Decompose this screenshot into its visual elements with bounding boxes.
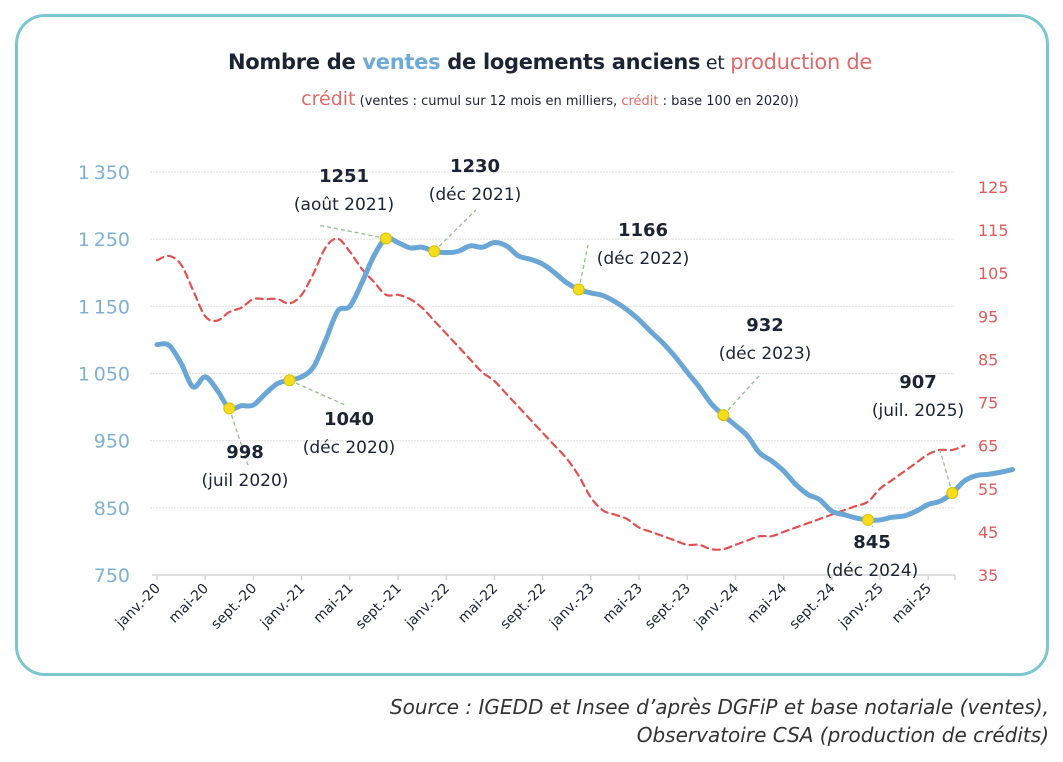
subtitle-part: crédit bbox=[301, 88, 356, 110]
annotation-value: 1230 bbox=[450, 156, 500, 177]
right-tick-label: 125 bbox=[978, 178, 1009, 197]
x-tick-label: sept.-22 bbox=[497, 581, 549, 633]
source-line-1: Source : IGEDD et Insee d’après DGFiP et… bbox=[389, 695, 1049, 719]
annotation-marker bbox=[428, 245, 441, 258]
annotation-marker bbox=[717, 409, 730, 422]
annotation-date: (déc 2021) bbox=[429, 185, 522, 205]
x-tick-label: janv.-22 bbox=[402, 581, 454, 633]
annotation-leader bbox=[228, 408, 249, 466]
x-tick-label: sept.-21 bbox=[353, 581, 405, 633]
x-tick-label: sept.-20 bbox=[208, 581, 260, 633]
annotation-value: 845 bbox=[853, 532, 891, 553]
title-part: Nombre de bbox=[227, 50, 363, 74]
annotation-leader bbox=[939, 449, 953, 494]
left-tick-label: 950 bbox=[94, 431, 130, 453]
source-line-2: Observatoire CSA (production de crédits) bbox=[636, 723, 1049, 747]
annotation-value: 907 bbox=[899, 372, 937, 393]
annotation-value: 932 bbox=[746, 315, 784, 336]
annotation-marker bbox=[223, 402, 236, 415]
left-y-axis: 750 850 950 1 050 1 150 1 250 1 350 bbox=[78, 162, 130, 587]
x-tick-label: sept.-23 bbox=[642, 581, 694, 633]
annotation-marker bbox=[283, 374, 296, 387]
subtitle-part: : base 100 en 2020)) bbox=[658, 94, 799, 109]
left-tick-label: 1 050 bbox=[78, 364, 130, 386]
right-tick-label: 55 bbox=[978, 480, 998, 499]
title-part: et bbox=[700, 52, 731, 74]
right-tick-label: 75 bbox=[978, 394, 998, 413]
right-tick-label: 45 bbox=[978, 523, 998, 542]
annotation-marker bbox=[946, 487, 959, 500]
right-tick-label: 105 bbox=[978, 264, 1009, 283]
annotation-leader bbox=[317, 224, 387, 240]
annotation-date: (déc 2024) bbox=[826, 561, 919, 581]
left-tick-label: 850 bbox=[94, 498, 130, 520]
source-note: Source : IGEDD et Insee d’après DGFiP et… bbox=[390, 693, 1049, 749]
x-tick-label: mai-20 bbox=[166, 581, 212, 627]
grid-lines bbox=[150, 171, 955, 509]
left-tick-label: 1 250 bbox=[78, 229, 130, 251]
series-line-credit bbox=[155, 237, 966, 551]
x-tick-label: janv.-21 bbox=[257, 581, 309, 633]
subtitle-part: (ventes : cumul sur 12 mois en milliers, bbox=[355, 94, 622, 109]
x-tick-label: janv.-24 bbox=[691, 580, 743, 632]
annotation-marker bbox=[861, 513, 874, 526]
title-part: ventes bbox=[362, 50, 441, 74]
left-tick-label: 1 350 bbox=[78, 162, 130, 184]
annotation-marker bbox=[572, 283, 585, 296]
annotation-date: (juil 2020) bbox=[202, 471, 289, 491]
right-tick-label: 115 bbox=[978, 221, 1009, 240]
annotation-date: (déc 2023) bbox=[719, 344, 812, 364]
annotation-leader bbox=[433, 209, 477, 252]
chart-svg: 750 850 950 1 050 1 150 1 250 1 350 35 45 55 65 75… bbox=[78, 156, 1016, 633]
x-tick-label: mai-22 bbox=[455, 581, 501, 627]
title-part: production de bbox=[730, 50, 872, 74]
right-tick-label: 95 bbox=[978, 307, 998, 326]
annotation-value: 1040 bbox=[324, 409, 374, 430]
annotation-date: (déc 2020) bbox=[303, 438, 396, 458]
chart-title: Nombre de ventes de logements anciens et… bbox=[0, 50, 1063, 74]
annotations: 998 (juil 2020) 1040 (déc 2020) 1251 (août 20… bbox=[202, 156, 965, 581]
x-tick-label: mai-23 bbox=[600, 581, 646, 627]
annotation-date: (août 2021) bbox=[294, 195, 394, 215]
annotation-leader bbox=[578, 244, 589, 290]
x-tick-label: janv.-25 bbox=[835, 581, 887, 633]
left-tick-label: 1 150 bbox=[78, 296, 130, 318]
annotation-value: 998 bbox=[226, 442, 264, 463]
x-tick-label: janv.-20 bbox=[112, 581, 164, 633]
title-part: de logements anciens bbox=[440, 50, 701, 74]
right-y-axis: 35 45 55 65 75 85 95 105 115 125 bbox=[978, 178, 1009, 585]
annotation-marker bbox=[379, 232, 392, 245]
left-tick-label: 750 bbox=[94, 565, 130, 587]
chart-subtitle: crédit (ventes : cumul sur 12 mois en mi… bbox=[0, 88, 1063, 110]
series-lines bbox=[154, 235, 1016, 551]
right-tick-label: 35 bbox=[978, 566, 998, 585]
x-tick-label: mai-24 bbox=[744, 580, 790, 626]
annotation-date: (déc 2022) bbox=[597, 249, 690, 269]
subtitle-part: crédit bbox=[621, 94, 659, 109]
annotation-leader bbox=[722, 374, 761, 416]
x-tick-label: mai-25 bbox=[889, 581, 935, 627]
x-tick-label: sept.-24 bbox=[787, 580, 839, 632]
annotation-value: 1166 bbox=[618, 220, 668, 241]
x-tick-label: mai-21 bbox=[311, 581, 357, 627]
annotation-leader bbox=[289, 379, 346, 406]
x-tick-label: janv.-23 bbox=[546, 581, 598, 633]
annotation-value: 1251 bbox=[319, 166, 369, 187]
right-tick-label: 65 bbox=[978, 437, 998, 456]
annotation-date: (juil. 2025) bbox=[872, 401, 964, 421]
chart-frame bbox=[15, 14, 1049, 676]
right-tick-label: 85 bbox=[978, 350, 998, 369]
